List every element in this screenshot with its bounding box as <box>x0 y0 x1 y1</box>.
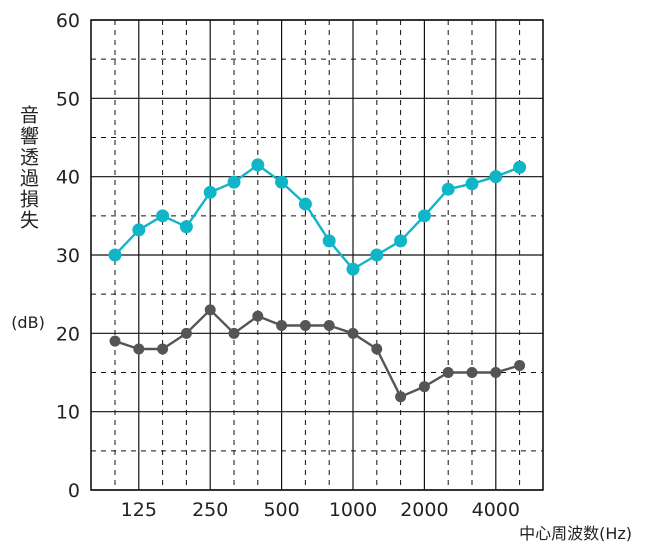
grid <box>91 19 543 491</box>
plot-frame <box>90 19 544 491</box>
series-layer <box>108 158 527 403</box>
series-2-point <box>252 310 264 322</box>
y-tick-label: 20 <box>56 323 80 345</box>
y-tick-label: 40 <box>56 167 80 189</box>
series-1-point <box>370 248 384 262</box>
y-tick-labels: 0 10 20 30 40 50 60 <box>56 10 80 502</box>
x-tick-label: 1000 <box>329 499 377 521</box>
series-2-point <box>347 327 359 339</box>
series-1-point <box>179 220 193 234</box>
series-2-point <box>133 343 145 355</box>
series-1-point <box>251 158 265 172</box>
y-tick-label: 30 <box>56 245 80 267</box>
x-tick-label: 2000 <box>400 499 448 521</box>
series-1-point <box>489 170 503 184</box>
series-2-point <box>442 367 454 378</box>
x-tick-label: 4000 <box>472 499 520 521</box>
series-1-point <box>346 262 360 276</box>
series-1-point <box>108 248 122 262</box>
series-1-point <box>394 234 408 248</box>
y-axis-unit: (dB) <box>11 313 45 332</box>
y-tick-label: 50 <box>56 88 80 110</box>
series-2-point <box>371 343 383 355</box>
series-1-point <box>132 223 146 237</box>
series-1-point <box>275 175 289 189</box>
x-tick-label: 250 <box>192 499 228 521</box>
x-tick-label: 125 <box>121 499 157 521</box>
series-2-point <box>466 367 478 378</box>
series-1-point <box>298 197 312 211</box>
series-2-point <box>109 335 121 347</box>
series-1-point <box>465 177 479 191</box>
series-1-point <box>441 182 455 196</box>
series-2-point <box>490 367 502 378</box>
y-axis-label: 音響透過損失 <box>17 105 39 231</box>
x-tick-label: 500 <box>263 499 299 521</box>
y-tick-label: 10 <box>56 402 80 424</box>
y-tick-label: 60 <box>56 10 80 32</box>
series-2-point <box>323 320 335 331</box>
series-2-point <box>276 320 288 331</box>
series-2-point <box>228 327 240 339</box>
series-2-line <box>114 308 520 398</box>
y-tick-label: 0 <box>68 480 80 502</box>
series-1-point <box>156 209 170 223</box>
x-tick-labels: 125 250 500 1000 2000 4000 <box>121 499 520 521</box>
series-1-point <box>513 160 527 174</box>
series-1-point <box>417 209 431 223</box>
series-1-point <box>322 234 336 248</box>
series-2-point <box>157 343 169 355</box>
series-2-point <box>514 359 526 371</box>
series-1-point <box>227 175 241 189</box>
series-2-point <box>180 327 192 339</box>
series-2-point <box>418 381 430 393</box>
series-2-point <box>299 320 311 331</box>
series-1-line <box>114 163 521 271</box>
series-2-point <box>395 391 407 403</box>
series-1-point <box>203 185 217 199</box>
x-axis-label: 中心周波数(Hz) <box>519 524 632 543</box>
series-2-point <box>204 304 216 316</box>
